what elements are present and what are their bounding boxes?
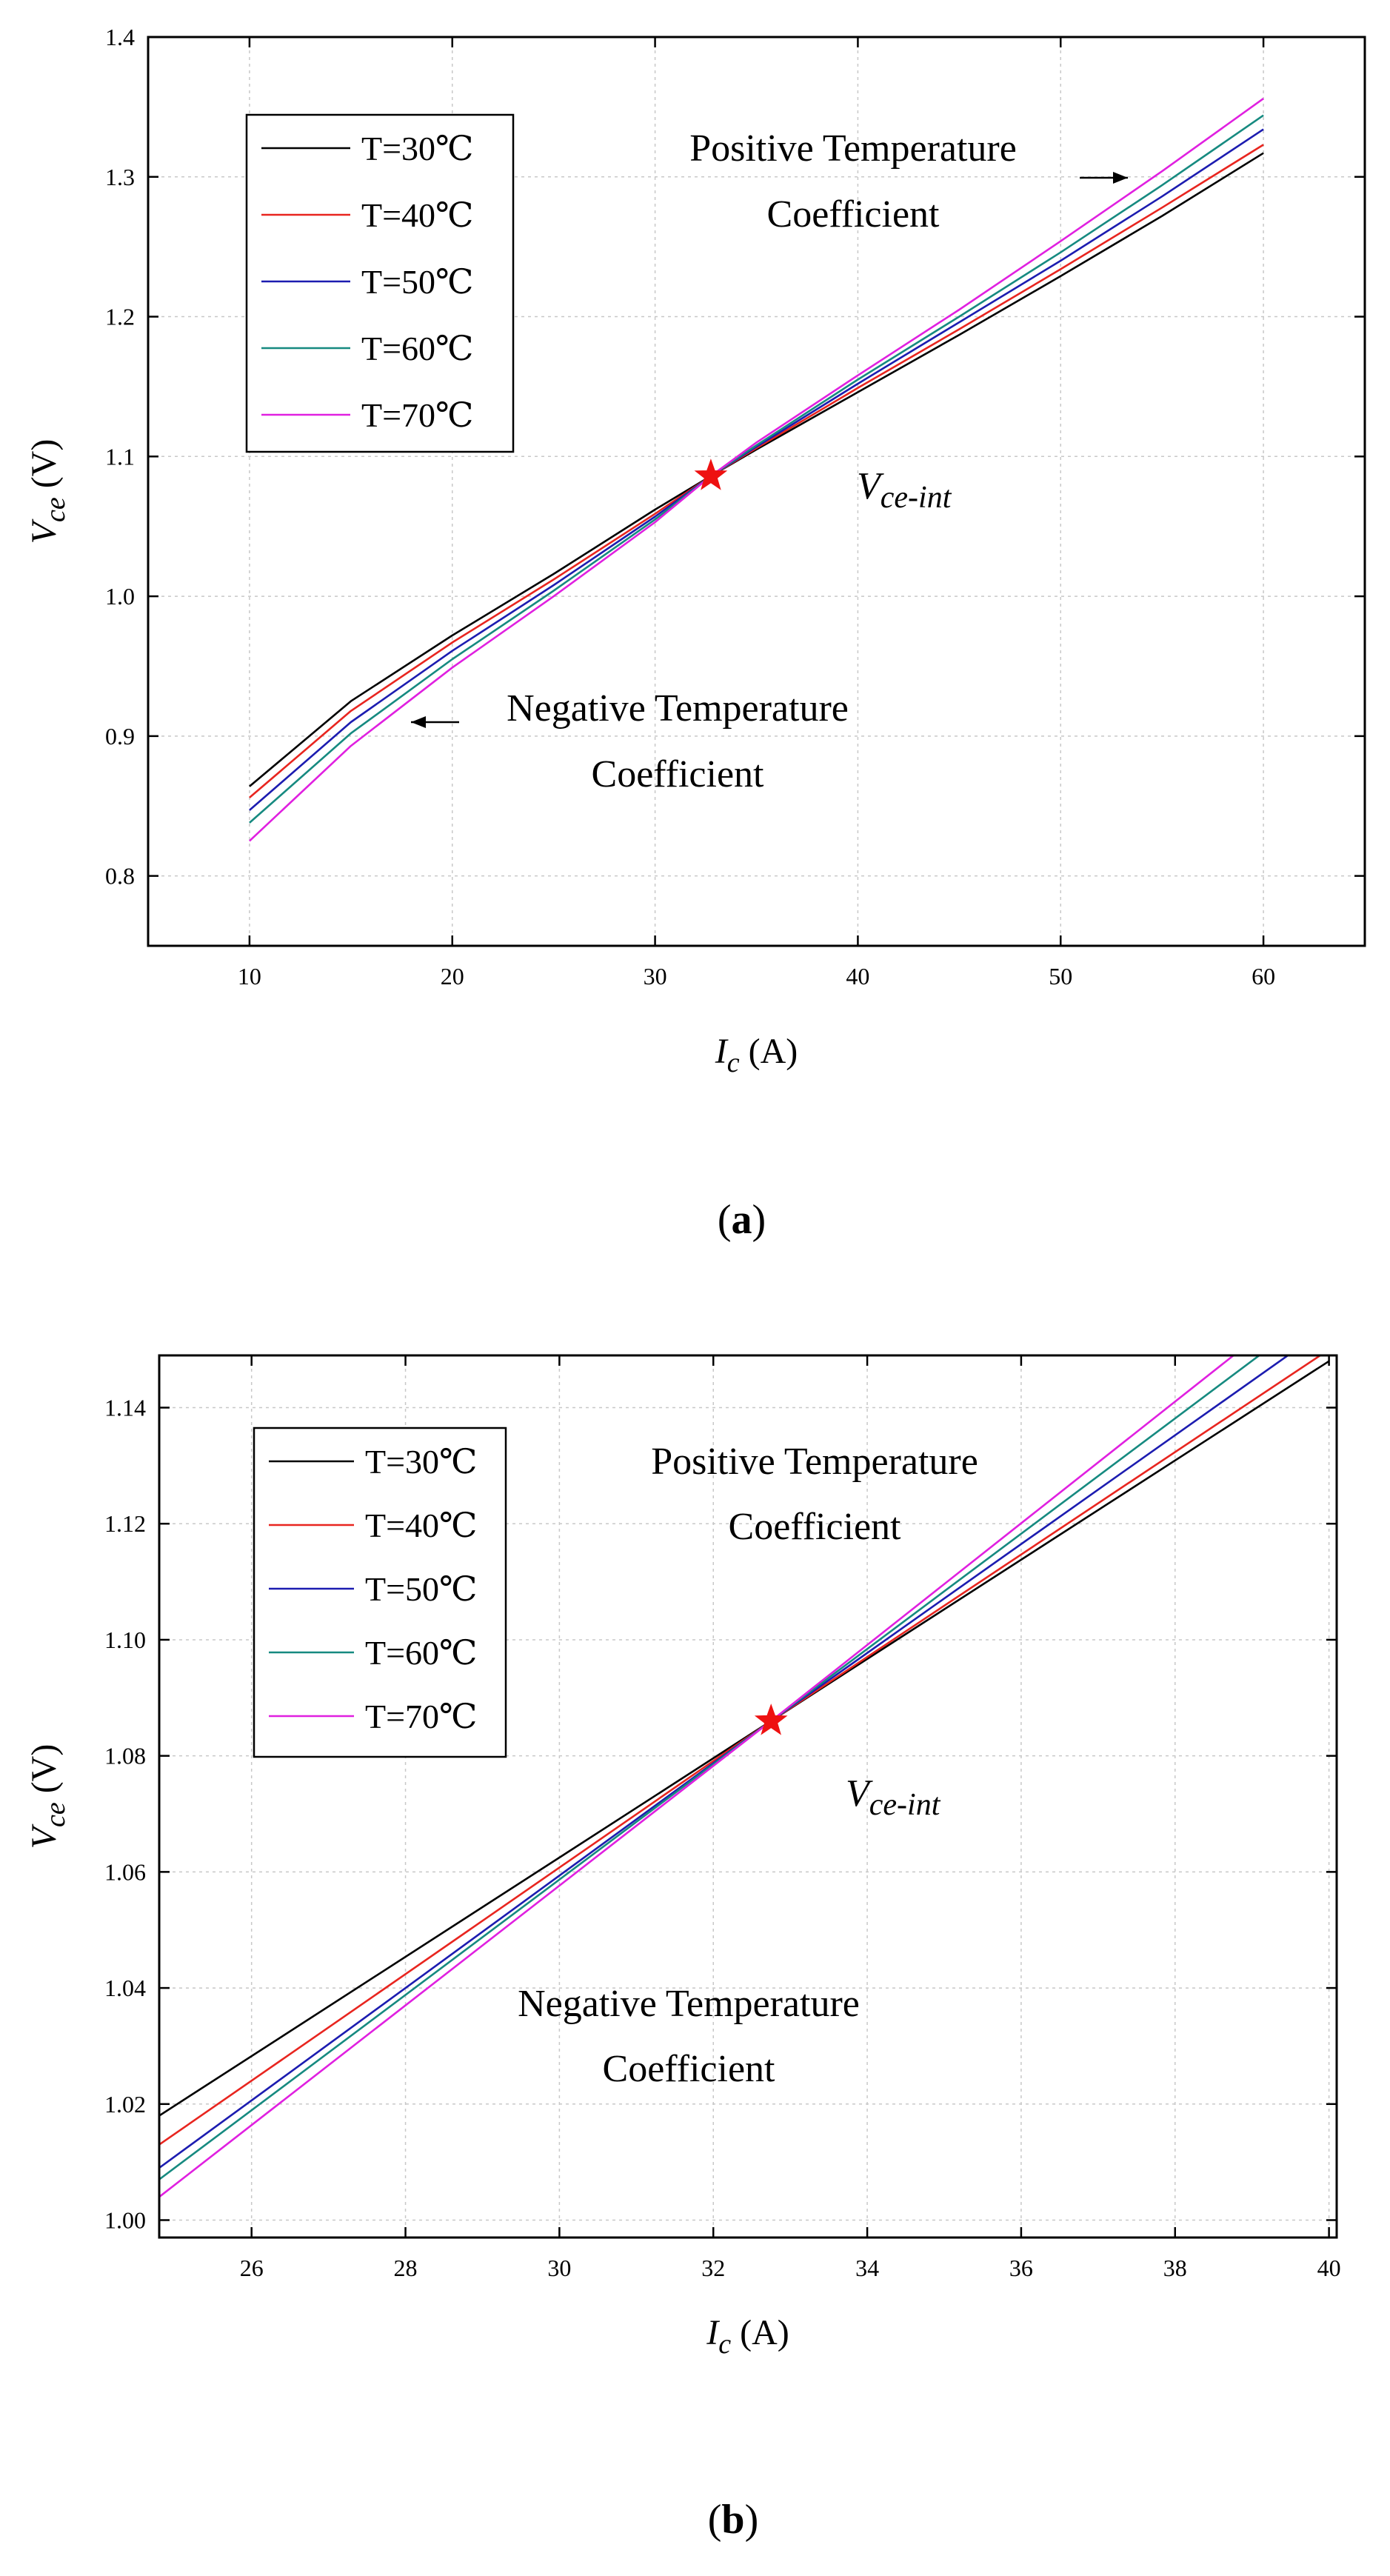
positive-coefficient-annotation: Positive Temperature Coefficient <box>651 1441 978 1548</box>
y-axis-label-unit: (V) <box>24 439 64 498</box>
legend-label-3: T=50℃ <box>365 1570 478 1608</box>
intersection-label: Vce-int <box>857 465 952 515</box>
x-axis-label-unit: (A) <box>731 2313 789 2352</box>
y-tick-label: 1.1 <box>105 443 135 470</box>
x-tick-label: 28 <box>394 2255 418 2281</box>
negative-coefficient-annotation: Negative Temperature Coefficient <box>411 687 849 795</box>
x-axis-label-sub: c <box>718 2329 731 2360</box>
figure-caption-letter: a <box>732 1197 752 1243</box>
figure-caption: (b) <box>708 2497 758 2543</box>
annotation-line: Coefficient <box>603 2048 776 2090</box>
y-axis-label: Vce (V) <box>24 1744 71 1849</box>
x-tick-label: 50 <box>1049 963 1072 990</box>
y-axis-label: Vce (V) <box>24 439 71 544</box>
y-tick-label: 1.00 <box>104 2206 146 2233</box>
intersection-label-sub: ce-int <box>881 481 952 515</box>
legend-label-2: T=40℃ <box>365 1506 478 1544</box>
legend-label-1: T=30℃ <box>361 130 474 167</box>
negative-coefficient-annotation: Negative Temperature Coefficient <box>518 1983 860 2090</box>
y-axis-label-sub: ce <box>40 1802 71 1827</box>
y-tick-label: 1.0 <box>105 583 135 610</box>
y-axis-label-unit: (V) <box>24 1744 64 1803</box>
x-tick-label: 38 <box>1163 2255 1187 2281</box>
x-tick-label: 40 <box>846 963 869 990</box>
x-tick-label: 32 <box>701 2255 725 2281</box>
positive-coefficient-annotation: Positive Temperature Coefficient <box>689 127 1128 236</box>
chart-a: 10 20 30 40 50 60 0.8 0.9 1.0 1.1 1.2 1.3 1.4 Ic (A) V… <box>24 24 1365 1243</box>
x-tick-label: 36 <box>1009 2255 1033 2281</box>
annotation-line: Positive Temperature <box>689 127 1017 170</box>
y-axis-label-sub: ce <box>40 497 71 522</box>
x-axis-label: Ic (A) <box>706 2313 789 2360</box>
annotation-line: Positive Temperature <box>651 1441 978 1483</box>
y-tick-label: 0.8 <box>105 863 135 890</box>
annotation-line: Coefficient <box>767 193 940 236</box>
annotation-arrow-head <box>411 716 426 728</box>
y-tick-label: 1.08 <box>104 1743 146 1769</box>
y-tick-label: 1.04 <box>104 1975 146 2001</box>
y-tick-label: 1.14 <box>104 1395 146 1421</box>
intersection-label-sub: ce-int <box>869 1788 941 1822</box>
legend-label-5: T=70℃ <box>365 1698 478 1735</box>
legend-label-4: T=60℃ <box>365 1634 478 1672</box>
x-tick-label: 26 <box>240 2255 264 2281</box>
annotation-line: Negative Temperature <box>507 687 849 730</box>
legend-label-4: T=60℃ <box>361 330 474 367</box>
annotation-line: Coefficient <box>729 1506 902 1548</box>
x-axis-label-sub: c <box>727 1047 740 1078</box>
y-tick-label: 1.4 <box>105 24 135 50</box>
y-tick-label: 0.9 <box>105 723 135 750</box>
x-tick-label: 60 <box>1252 963 1275 990</box>
legend: T=30℃ T=40℃ T=50℃ T=60℃ T=70℃ <box>254 1428 506 1757</box>
legend-label-5: T=70℃ <box>361 396 474 434</box>
annotation-line: Negative Temperature <box>518 1983 860 2025</box>
legend-label-3: T=50℃ <box>361 263 474 301</box>
y-tick-label: 1.3 <box>105 164 135 190</box>
x-axis-label-unit: (A) <box>740 1032 798 1071</box>
intersection-label: Vce-int <box>846 1772 941 1822</box>
annotation-line: Coefficient <box>592 753 765 795</box>
x-tick-label: 20 <box>441 963 464 990</box>
y-tick-label: 1.2 <box>105 304 135 330</box>
figure: 10 20 30 40 50 60 0.8 0.9 1.0 1.1 1.2 1.3 1.4 Ic (A) V… <box>0 0 1390 2576</box>
y-tick-label: 1.12 <box>104 1510 146 1537</box>
x-axis-label: Ic (A) <box>715 1032 798 1078</box>
x-tick-label: 10 <box>238 963 261 990</box>
y-tick-label: 1.02 <box>104 2091 146 2118</box>
x-tick-label: 40 <box>1317 2255 1341 2281</box>
y-tick-label: 1.06 <box>104 1858 146 1885</box>
chart-b: 26 28 30 32 34 36 38 40 1.00 1.02 1.04 1.06 1.08 1.10… <box>24 1280 1341 2543</box>
legend-label-2: T=40℃ <box>361 196 474 234</box>
x-tick-label: 30 <box>644 963 667 990</box>
figure-caption: (a) <box>718 1197 766 1243</box>
figure-caption-letter: b <box>721 2497 744 2543</box>
annotation-arrow-head <box>1113 172 1128 184</box>
legend: T=30℃ T=40℃ T=50℃ T=60℃ T=70℃ <box>247 115 513 452</box>
y-tick-label: 1.10 <box>104 1626 146 1653</box>
x-tick-label: 30 <box>547 2255 571 2281</box>
legend-label-1: T=30℃ <box>365 1443 478 1481</box>
x-tick-label: 34 <box>855 2255 879 2281</box>
